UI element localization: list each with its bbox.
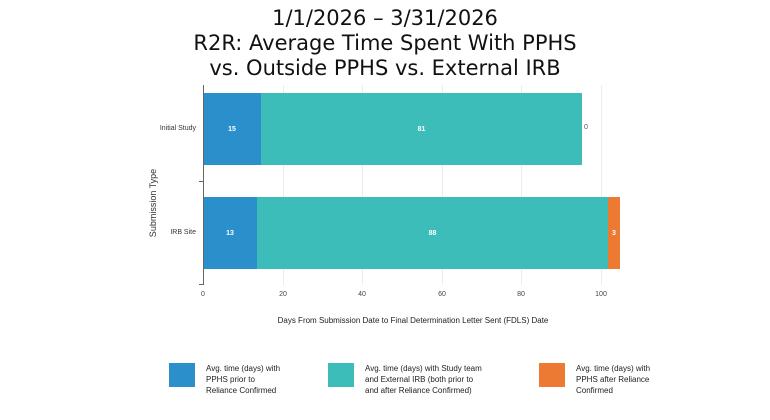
x-tick-0: 0 xyxy=(201,291,205,298)
gridline-20 xyxy=(283,85,284,285)
x-tick-40: 40 xyxy=(358,291,366,298)
legend-item-study-team-external: Avg. time (days) with Study team and Ext… xyxy=(328,363,528,396)
x-axis-label: Days From Submission Date to Final Deter… xyxy=(277,316,549,325)
legend-item-pphs-after: Avg. time (days) with PPHS after Relianc… xyxy=(539,363,739,396)
y-axis-tick xyxy=(199,284,203,285)
category-label-initial-study: Initial Study xyxy=(159,125,196,132)
x-tick-80: 80 xyxy=(517,291,525,298)
x-tick-60: 60 xyxy=(438,291,446,298)
y-axis-label: Submission Type xyxy=(148,168,158,238)
gridline-60 xyxy=(442,85,443,285)
bar-segment-study-team-external: 88 xyxy=(257,197,608,269)
x-tick-100: 100 xyxy=(595,291,607,298)
gridline-80 xyxy=(521,85,522,285)
gridline-40 xyxy=(362,85,363,285)
bar-segment-pphs-prior: 15 xyxy=(203,93,261,165)
chart-title-line-3: vs. Outside PPHS vs. External IRB xyxy=(209,56,561,80)
plot-area: 15 81 0 13 88 3 xyxy=(203,85,623,285)
legend-label: Avg. time (days) with Study team and Ext… xyxy=(365,364,482,395)
legend-item-pphs-prior: Avg. time (days) with PPHS prior to Reli… xyxy=(169,363,349,396)
legend-label: Avg. time (days) with PPHS prior to Reli… xyxy=(206,364,281,395)
category-label-irb-site: IRB Site xyxy=(170,229,196,236)
legend-swatch-teal xyxy=(328,363,354,387)
legend-swatch-orange xyxy=(539,363,565,387)
y-axis-line xyxy=(203,85,204,285)
y-axis-tick xyxy=(199,181,203,182)
legend-swatch-blue xyxy=(169,363,195,387)
x-tick-20: 20 xyxy=(279,291,287,298)
bar-segment-study-team-external: 81 xyxy=(261,93,582,165)
chart-title-date-range: 1/1/2026 – 3/31/2026 xyxy=(272,6,498,30)
legend-label: Avg. time (days) with PPHS after Relianc… xyxy=(576,364,651,395)
bar-segment-pphs-after-label: 0 xyxy=(584,124,588,131)
chart-title-line-2: R2R: Average Time Spent With PPHS xyxy=(193,31,577,55)
bar-segment-pphs-after: 3 xyxy=(608,197,620,269)
bar-segment-pphs-prior: 13 xyxy=(203,197,257,269)
gridline-100 xyxy=(601,85,602,285)
chart-title: 1/1/2026 – 3/31/2026 R2R: Average Time S… xyxy=(0,6,770,81)
